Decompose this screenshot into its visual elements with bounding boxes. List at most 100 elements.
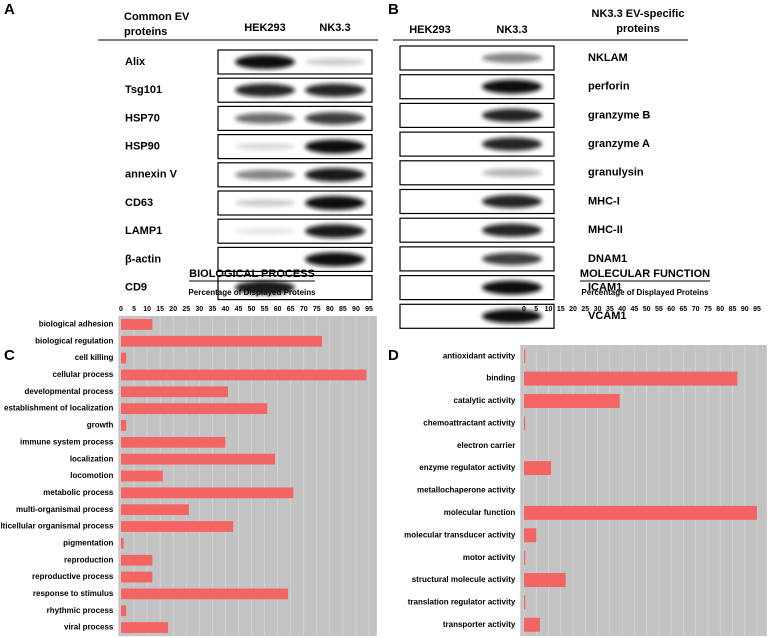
bar	[121, 335, 323, 347]
panel-label: B	[388, 1, 399, 18]
x-axis-label: Percentage of Displayed Proteins	[581, 288, 709, 297]
x-tick-label: 15	[557, 306, 565, 313]
blot-band	[305, 83, 365, 97]
bar	[121, 352, 127, 364]
bar	[524, 595, 526, 610]
protein-label: β-actin	[125, 253, 161, 265]
x-tick-label: 25	[581, 306, 589, 313]
x-tick-label: 15	[156, 306, 164, 313]
x-tick-label: 60	[667, 306, 675, 313]
category-label: response to stimulus	[33, 589, 114, 598]
lane-label: HEK293	[244, 22, 286, 34]
x-tick-label: 80	[326, 306, 334, 313]
x-tick-label: 45	[630, 306, 638, 313]
bar	[121, 319, 153, 330]
x-tick-label: 0	[119, 306, 123, 313]
bar	[121, 605, 127, 617]
bar	[121, 470, 163, 482]
bar	[524, 573, 566, 588]
bar	[121, 386, 229, 398]
x-tick-label: 65	[287, 306, 295, 313]
blot-band	[482, 53, 542, 63]
category-label: molecular function	[444, 508, 516, 517]
blot-band	[235, 55, 295, 69]
x-tick-label: 30	[594, 306, 602, 313]
blot-header: Common EV proteins	[124, 11, 190, 38]
blot-band	[305, 139, 365, 154]
x-tick-label: 40	[618, 306, 626, 313]
category-label: binding	[486, 374, 515, 383]
protein-label: ICAM1	[588, 282, 622, 294]
protein-label: NKLAM	[588, 52, 628, 64]
blot-band	[482, 252, 542, 266]
category-label: catalytic activity	[454, 396, 516, 405]
x-tick-label: 80	[716, 306, 724, 313]
lane-label: HEK293	[409, 24, 451, 36]
x-tick-label: 55	[261, 306, 269, 313]
x-tick-label: 70	[692, 306, 700, 313]
protein-label: HSP70	[125, 112, 160, 124]
protein-label: MHC-II	[588, 224, 623, 236]
category-label: reproduction	[64, 555, 113, 564]
category-label: developmental process	[24, 387, 113, 396]
bar	[524, 416, 526, 431]
category-label: transporter activity	[443, 620, 516, 629]
bar	[121, 487, 294, 499]
lane-label: NK3.3	[496, 24, 527, 36]
bar	[121, 403, 268, 415]
x-tick-label: 60	[274, 306, 282, 313]
blot-band	[305, 224, 365, 238]
category-label: establishment of localization	[4, 404, 113, 413]
x-tick-label: 85	[729, 306, 737, 313]
blot-band	[305, 58, 365, 66]
category-label: localization	[70, 454, 114, 463]
blot-band	[482, 309, 542, 324]
category-label: immune system process	[20, 437, 114, 446]
blot-box	[399, 160, 555, 186]
bar	[121, 436, 226, 448]
protein-label: perforin	[588, 81, 630, 93]
bar	[524, 349, 526, 364]
blot-band	[305, 252, 365, 267]
bar	[524, 550, 526, 565]
x-tick-label: 75	[704, 306, 712, 313]
bar	[121, 571, 153, 583]
bar	[524, 393, 620, 408]
category-label: biological adhesion	[39, 320, 114, 329]
blot-band	[305, 168, 365, 182]
bar	[121, 588, 289, 600]
blot-header: NK3.3 EV-specific proteins	[591, 8, 685, 35]
blot-band	[235, 83, 295, 97]
lane-label: NK3.3	[319, 22, 350, 34]
x-tick-label: 20	[569, 306, 577, 313]
plot-area	[520, 345, 767, 636]
category-label: molecular transducer activity	[404, 530, 516, 539]
panel-label: A	[4, 1, 15, 18]
x-tick-label: 55	[655, 306, 663, 313]
protein-label: CD63	[125, 197, 153, 209]
x-tick-label: 35	[208, 306, 216, 313]
x-tick-label: 50	[643, 306, 651, 313]
category-label: motor activity	[463, 553, 516, 562]
category-label: antioxidant activity	[443, 351, 516, 360]
bar	[121, 453, 276, 465]
protein-label: Alix	[125, 56, 146, 68]
blot-band	[482, 137, 542, 151]
chart-title: BIOLOGICAL PROCESS	[189, 268, 315, 280]
blot-band	[235, 143, 295, 151]
x-tick-label: 70	[300, 306, 308, 313]
protein-label: granzyme B	[588, 109, 650, 121]
bar	[524, 371, 738, 386]
blot-band	[305, 112, 365, 125]
bar	[121, 521, 234, 532]
x-tick-label: 20	[169, 306, 177, 313]
protein-label: Tsg101	[125, 84, 162, 96]
category-label: chemoattractant activity	[423, 418, 516, 427]
bar	[524, 505, 757, 520]
bar	[121, 504, 189, 516]
category-label: locomotion	[70, 471, 113, 480]
x-tick-label: 30	[195, 306, 203, 313]
blot-band	[235, 199, 295, 207]
x-tick-label: 95	[365, 306, 373, 313]
